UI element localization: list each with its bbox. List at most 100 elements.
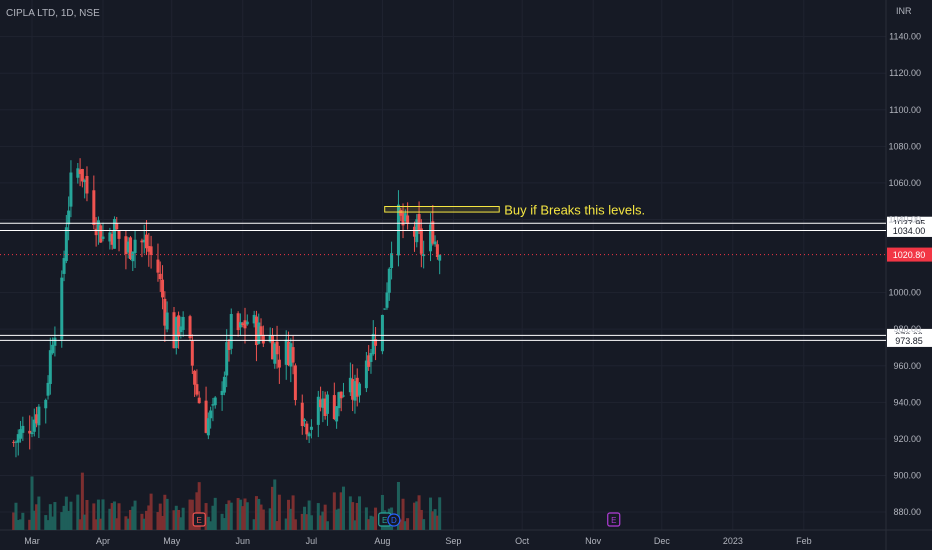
candle-body — [419, 228, 423, 254]
volume-bar — [32, 510, 36, 530]
candle-body — [140, 240, 144, 243]
volume-bar — [289, 508, 293, 530]
volume-bar — [206, 516, 210, 530]
volume-bar — [316, 503, 320, 530]
volume-bar — [252, 519, 256, 530]
x-tick-label: Aug — [374, 536, 390, 546]
volume-bar — [19, 519, 23, 530]
volume-bar — [238, 499, 242, 530]
candle-body — [325, 394, 329, 414]
volume-bar — [429, 497, 433, 530]
candle-body — [53, 337, 57, 346]
volume-bar — [284, 518, 288, 530]
volume-bar — [337, 508, 341, 530]
volume-bar — [188, 499, 192, 530]
volume-bar — [403, 521, 407, 530]
candle-body — [364, 360, 368, 389]
volume-bar — [158, 503, 162, 530]
candle-body — [32, 419, 36, 432]
candle-body — [305, 423, 309, 435]
candle-body — [438, 254, 442, 261]
candle-body — [358, 383, 362, 396]
candle-body — [374, 339, 378, 346]
volume-bar — [145, 510, 149, 530]
candle-body — [229, 313, 233, 349]
candle-body — [390, 253, 394, 269]
volume-bar — [37, 496, 41, 530]
candle-body — [412, 226, 416, 237]
volume-bar — [60, 512, 64, 530]
candle-body — [367, 355, 371, 367]
candle-body — [385, 292, 389, 308]
candle-body — [172, 312, 176, 349]
volume-bar — [364, 507, 368, 530]
x-tick-label: Oct — [515, 536, 530, 546]
candle-body — [323, 398, 327, 416]
candle-body — [158, 273, 162, 280]
price-axis[interactable]: 1140.00 1120.00 1100.00 1080.00 1060.00 1040.… — [888, 32, 921, 517]
candle-body — [67, 210, 71, 225]
candle-body — [291, 347, 295, 363]
volume-bar — [12, 512, 16, 530]
level-price-label: 1034.00 — [893, 226, 926, 236]
candle-body — [309, 426, 313, 430]
candle-body — [14, 441, 18, 443]
candle-body — [76, 168, 80, 178]
volume-bar — [236, 498, 240, 530]
volume-bar — [401, 498, 405, 530]
candle-body — [220, 390, 224, 396]
volume-bars — [12, 472, 442, 530]
volume-bar — [287, 499, 291, 530]
x-tick-label: Sep — [445, 536, 461, 546]
candle-body — [179, 326, 183, 333]
volume-bar — [355, 502, 359, 530]
candle-body — [83, 180, 87, 183]
candle-body — [48, 350, 52, 384]
level-price-tag — [887, 333, 932, 347]
dividend-marker — [387, 513, 401, 527]
candle-body — [355, 377, 359, 397]
volume-bar — [53, 502, 57, 530]
volume-bar — [172, 510, 176, 530]
volume-bar — [412, 502, 416, 530]
candle-body — [307, 433, 311, 437]
volume-bar — [76, 494, 80, 530]
x-tick-label: Feb — [796, 536, 812, 546]
symbol-label: CIPLA LTD, 1D, NSE — [6, 8, 100, 19]
volume-bar — [128, 509, 132, 530]
candle-body — [16, 434, 20, 443]
candle-body — [94, 228, 98, 236]
candle-body — [181, 316, 185, 330]
candle-body — [401, 212, 405, 226]
volume-bar — [80, 472, 84, 530]
candle-body — [165, 312, 169, 330]
x-tick-label: Jun — [235, 536, 250, 546]
volume-bar — [348, 496, 352, 530]
volume-bar — [303, 506, 307, 530]
volume-bar — [222, 518, 226, 530]
volume-bar — [83, 514, 87, 530]
y-tick-label: 900.00 — [893, 470, 921, 480]
volume-bar — [78, 519, 82, 530]
candle-body — [145, 234, 149, 249]
candle-body — [131, 251, 135, 262]
y-tick-label: 940.00 — [893, 397, 921, 407]
volume-bar — [181, 507, 185, 530]
annotation-group[interactable]: Buy if Breaks this levels. — [384, 203, 645, 218]
candle-body — [303, 419, 307, 422]
event-marker-letter: E — [611, 516, 616, 525]
volume-bar — [321, 511, 325, 530]
candle-body — [46, 382, 50, 396]
volume-bar — [339, 492, 343, 530]
current-price-label: 1020.80 — [893, 250, 926, 260]
volume-bar — [307, 500, 311, 530]
time-axis[interactable]: Mar Apr May Jun Jul Aug Sep Oct Nov Dec 2023 Feb — [24, 536, 811, 546]
y-tick-label: 980.00 — [893, 324, 921, 334]
candle-body — [213, 397, 217, 406]
volume-bar — [124, 516, 128, 530]
volume-bar — [367, 519, 371, 530]
candle-body — [80, 168, 84, 182]
